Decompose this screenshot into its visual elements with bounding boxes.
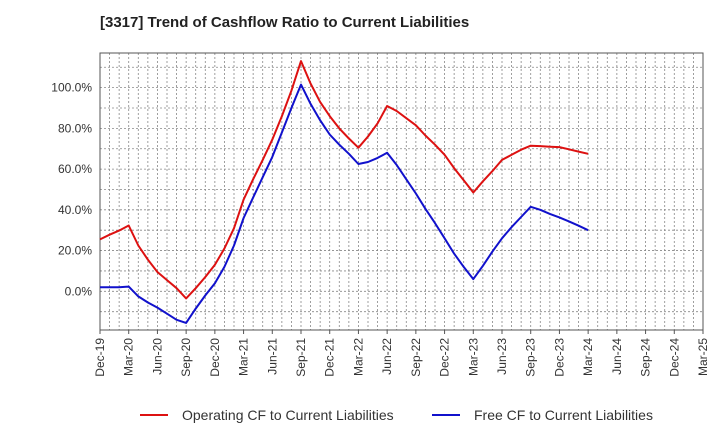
x-tick-label: Mar-24 — [581, 338, 595, 376]
y-tick-label: 60.0% — [58, 162, 92, 176]
x-tick-label: Sep-20 — [179, 338, 193, 377]
x-tick-label: Dec-19 — [93, 338, 107, 377]
x-tick-label: Dec-24 — [667, 338, 681, 377]
x-tick-label: Dec-22 — [438, 338, 452, 377]
x-tick-label: Sep-22 — [409, 338, 423, 377]
y-tick-label: 40.0% — [58, 203, 92, 217]
legend-layer: Operating CF to Current Liabilities Free … — [140, 407, 653, 423]
x-tick-label: Sep-21 — [294, 338, 308, 377]
legend-label-2: Free CF to Current Liabilities — [474, 407, 653, 423]
x-tick-label: Dec-23 — [552, 338, 566, 377]
legend-label-1: Operating CF to Current Liabilities — [182, 407, 394, 423]
series-layer — [99, 60, 589, 324]
x-tick-label: Mar-20 — [122, 338, 136, 376]
x-tick-label: Jun-20 — [150, 338, 164, 375]
y-tick-label: 0.0% — [65, 284, 93, 298]
x-tick-label: Mar-23 — [466, 338, 480, 376]
x-tick-label: Sep-23 — [524, 338, 538, 377]
plot-frame — [99, 52, 704, 331]
grid-layer — [100, 53, 703, 330]
y-tick-layer: 0.0% 20.0% 40.0% 60.0% 80.0% 100.0% — [51, 81, 92, 299]
x-tick-label: Dec-21 — [323, 338, 337, 377]
series-line-2 — [100, 83, 589, 324]
chart-title: [3317] Trend of Cashflow Ratio to Curren… — [100, 14, 470, 31]
x-tick-label: Jun-24 — [610, 338, 624, 375]
x-tick-layer: Dec-19 Mar-20 Jun-20 Sep-20 Dec-20 Mar-21 Jun-… — [93, 330, 710, 377]
y-tick-label: 80.0% — [58, 121, 92, 135]
y-tick-label: 100.0% — [51, 81, 92, 95]
y-tick-label: 20.0% — [58, 244, 92, 258]
x-tick-label: Jun-22 — [380, 338, 394, 375]
x-tick-label: Mar-25 — [696, 338, 710, 376]
x-tick-label: Mar-21 — [237, 338, 251, 376]
x-tick-label: Dec-20 — [208, 338, 222, 377]
x-tick-label: Jun-23 — [495, 338, 509, 375]
series-line-1 — [99, 60, 589, 300]
x-tick-label: Jun-21 — [265, 338, 279, 375]
x-tick-label: Mar-22 — [351, 338, 365, 376]
x-tick-label: Sep-24 — [639, 338, 653, 377]
